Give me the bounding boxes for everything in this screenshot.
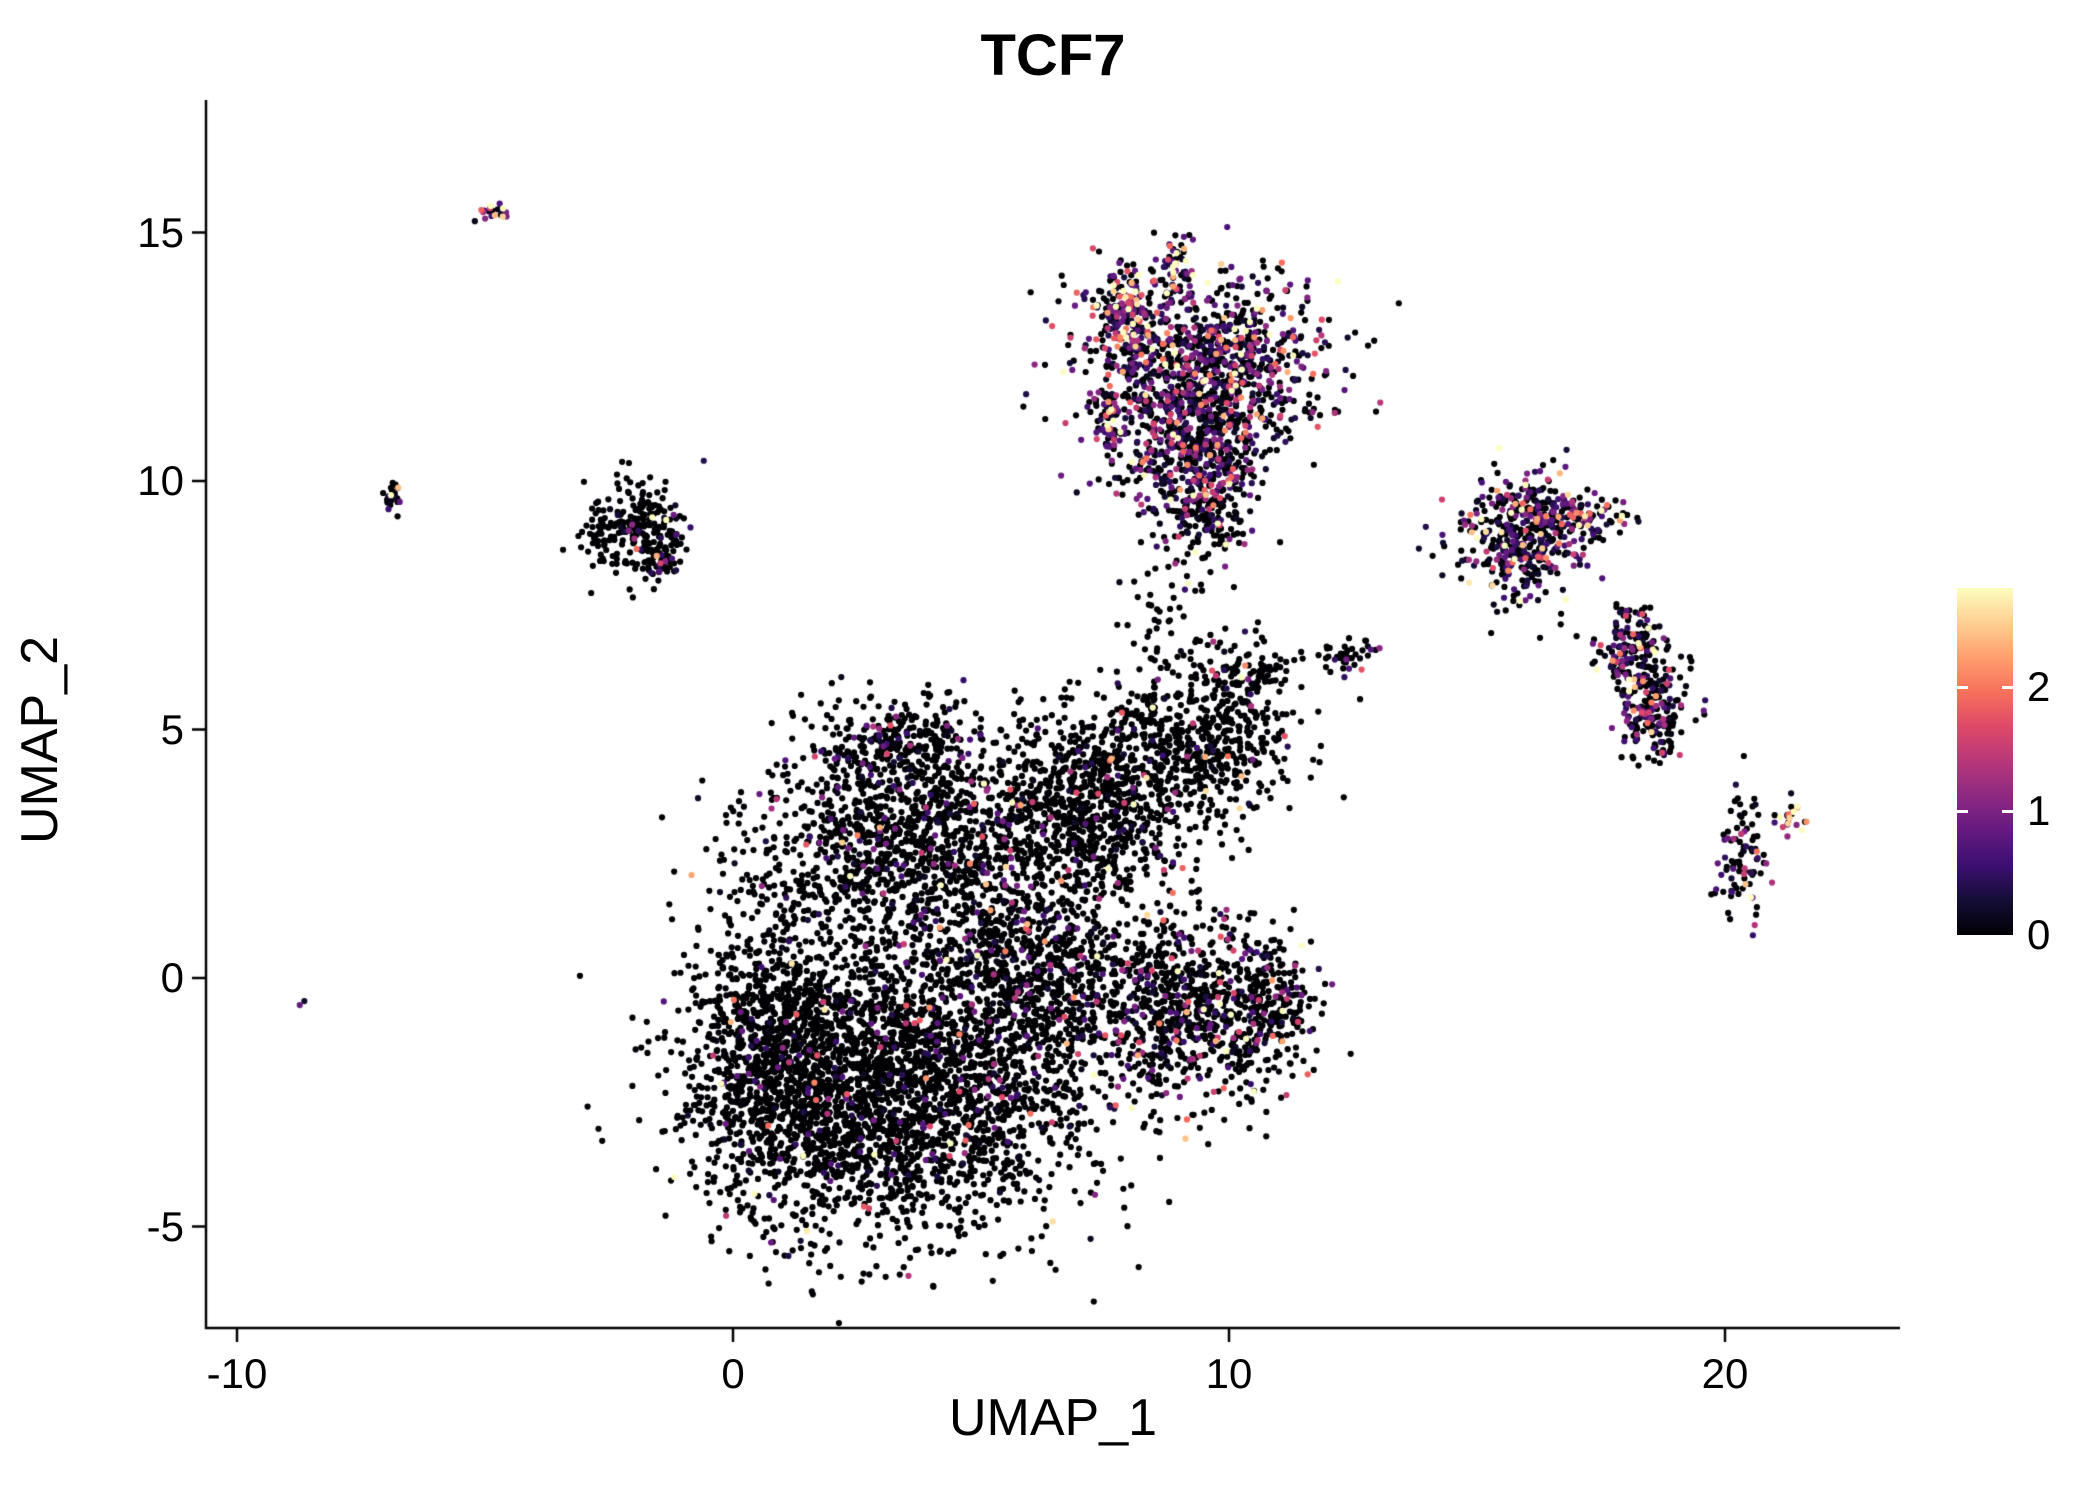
y-tick-label: 5 — [160, 705, 184, 753]
x-tick-label: 20 — [1701, 1350, 1749, 1397]
x-tick-label: 10 — [1205, 1350, 1253, 1397]
x-tick-label: -10 — [206, 1350, 268, 1397]
chart-title: TCF7 — [980, 23, 1126, 88]
x-tick-label: 0 — [721, 1350, 745, 1397]
y-tick-label: 15 — [137, 208, 184, 256]
y-tick-label: 0 — [160, 954, 184, 1001]
y-tick-label: -5 — [146, 1202, 184, 1250]
colorbar-tick-mark — [2002, 809, 2013, 813]
colorbar-tick-label: 0 — [2027, 911, 2051, 958]
y-tick-label: 10 — [137, 457, 184, 504]
expression-colorbar — [1957, 588, 2013, 935]
colorbar-tick-label: 2 — [2027, 663, 2051, 711]
colorbar-tick-label: 1 — [2027, 787, 2051, 835]
x-axis-title: UMAP_1 — [948, 1389, 1158, 1447]
colorbar-tick-mark — [2002, 685, 2013, 689]
colorbar-tick-mark — [1957, 809, 1968, 813]
colorbar-tick-mark — [1957, 685, 1968, 689]
